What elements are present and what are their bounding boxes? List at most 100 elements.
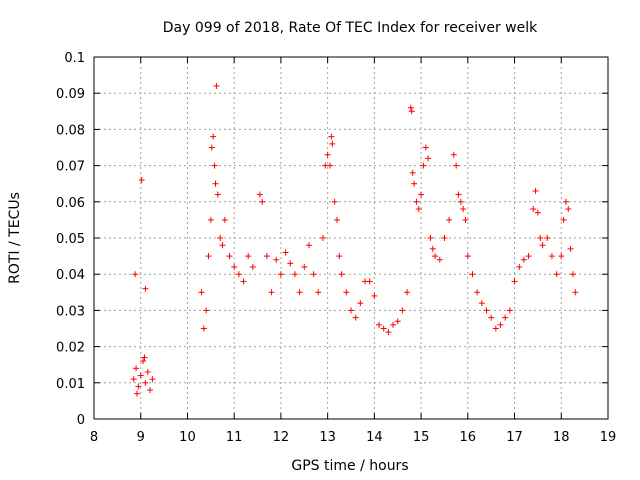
- y-axis-label: ROTI / TECUs: [7, 192, 23, 284]
- data-point: [249, 263, 256, 270]
- data-point: [291, 271, 298, 278]
- x-tick-label: 13: [319, 430, 336, 445]
- data-point: [497, 321, 504, 328]
- data-point: [469, 271, 476, 278]
- data-point: [326, 162, 333, 169]
- data-point: [133, 365, 140, 372]
- data-point: [569, 271, 576, 278]
- data-point: [385, 329, 392, 336]
- data-point: [537, 235, 544, 241]
- data-point: [130, 376, 137, 383]
- data-point: [343, 289, 350, 296]
- data-point: [530, 206, 537, 213]
- data-point: [390, 321, 397, 328]
- data-point: [366, 278, 373, 285]
- data-point: [464, 253, 471, 260]
- x-axis-label: GPS time / hours: [291, 458, 408, 474]
- data-point: [492, 325, 499, 332]
- data-point: [142, 379, 149, 386]
- data-point: [210, 133, 217, 140]
- data-point: [525, 253, 532, 260]
- data-point: [147, 387, 154, 394]
- data-point: [478, 300, 485, 307]
- data-point: [296, 289, 303, 296]
- x-tick-label: 9: [137, 430, 145, 445]
- data-point: [231, 263, 238, 270]
- data-point: [221, 216, 228, 223]
- data-point: [429, 245, 436, 252]
- data-point: [422, 144, 429, 151]
- y-tick-label: 0: [77, 413, 85, 428]
- data-point: [149, 376, 156, 383]
- data-point: [562, 198, 569, 205]
- data-point: [282, 249, 289, 256]
- data-point: [273, 256, 280, 263]
- data-point: [211, 162, 218, 169]
- data-point: [455, 191, 462, 198]
- data-point: [235, 271, 242, 278]
- data-point: [315, 289, 322, 296]
- data-point: [460, 206, 467, 213]
- data-point: [436, 256, 443, 263]
- data-point: [324, 151, 331, 158]
- data-point: [558, 253, 565, 260]
- data-point: [141, 354, 148, 361]
- data-point: [450, 151, 457, 158]
- data-point: [203, 307, 210, 314]
- data-point: [502, 314, 509, 321]
- data-point: [352, 314, 359, 321]
- data-point: [453, 162, 460, 169]
- data-point: [488, 314, 495, 321]
- y-tick-label: 0.02: [56, 341, 85, 356]
- data-point: [520, 256, 527, 263]
- data-point: [357, 300, 364, 307]
- data-point: [133, 390, 140, 397]
- x-tick-label: 16: [460, 430, 477, 445]
- data-point: [226, 253, 233, 260]
- data-point: [219, 242, 226, 249]
- data-point: [200, 325, 207, 332]
- data-point: [135, 383, 142, 390]
- data-point: [534, 209, 541, 216]
- data-point: [301, 263, 308, 270]
- x-tick-label: 8: [90, 430, 98, 445]
- data-point: [441, 235, 448, 241]
- data-point: [532, 187, 539, 194]
- y-tick-label: 0.06: [56, 196, 85, 211]
- data-point: [198, 289, 205, 296]
- data-point: [213, 82, 220, 89]
- data-point: [205, 253, 212, 260]
- data-point: [511, 278, 518, 285]
- data-point: [268, 289, 275, 296]
- data-point: [137, 372, 144, 379]
- data-point: [560, 216, 567, 223]
- data-point: [404, 289, 411, 296]
- data-point: [408, 108, 415, 115]
- data-point: [415, 206, 422, 213]
- x-tick-label: 12: [273, 430, 290, 445]
- data-point: [305, 242, 312, 249]
- y-tick-labels: 0 0.01 0.02 0.03 0.04 0.05 0.06 0.07 0.08 0.09 0.1: [56, 51, 85, 428]
- data-point: [214, 191, 221, 198]
- y-tick-label: 0.07: [56, 160, 85, 175]
- data-point: [217, 235, 224, 241]
- x-tick-label: 11: [226, 430, 243, 445]
- data-point: [544, 235, 551, 241]
- y-tick-label: 0.1: [64, 51, 85, 66]
- y-tick-label: 0.04: [56, 268, 85, 283]
- data-point: [329, 140, 336, 147]
- y-tick-label: 0.05: [56, 232, 85, 247]
- data-point: [572, 289, 579, 296]
- data-point: [245, 253, 252, 260]
- data-point: [418, 191, 425, 198]
- data-point: [446, 216, 453, 223]
- data-point: [457, 198, 464, 205]
- data-point: [462, 216, 469, 223]
- data-point: [328, 133, 335, 140]
- data-point: [259, 198, 266, 205]
- data-point: [413, 198, 420, 205]
- data-point: [427, 235, 434, 241]
- data-point: [565, 206, 572, 213]
- data-point: [336, 253, 343, 260]
